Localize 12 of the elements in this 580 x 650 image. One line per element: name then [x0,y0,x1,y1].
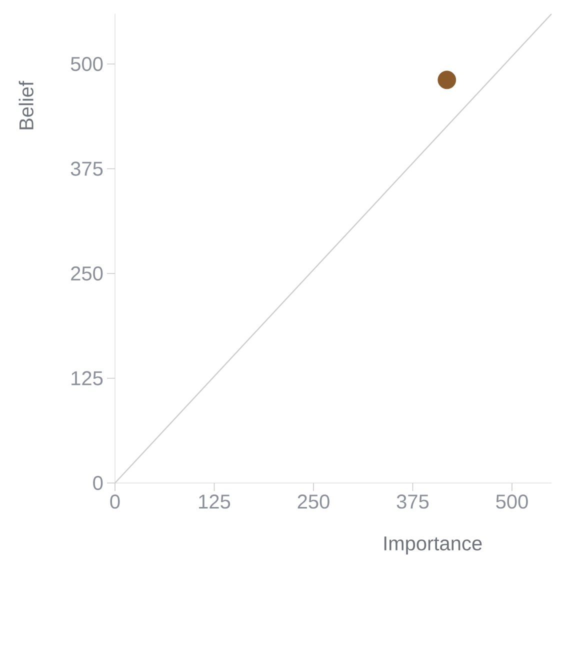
y-tick-label: 0 [93,476,103,490]
y-tick-label: 375 [70,162,103,176]
x-tick-label: 0 [110,494,120,509]
x-tick-label: 375 [396,494,429,509]
y-tick-label: 250 [71,266,103,281]
x-tick-label: 125 [199,494,230,509]
y-tick-label: 500 [70,56,103,72]
x-axis-title: Importance [384,536,482,554]
y-tick-label: 125 [72,371,103,386]
x-tick-label: 500 [496,494,528,509]
x-tick-label: 250 [298,494,330,509]
y-axis-title: Belief [18,80,34,130]
